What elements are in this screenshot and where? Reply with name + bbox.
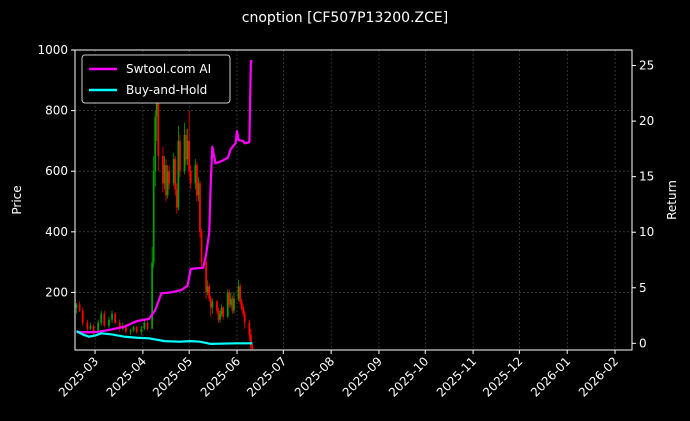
candle-body — [233, 298, 235, 311]
candle-body — [240, 301, 243, 308]
candle-body — [100, 313, 103, 323]
candle-body — [132, 327, 135, 331]
candle-body — [175, 189, 178, 208]
candle-body — [205, 262, 208, 293]
candle-body — [186, 140, 189, 160]
series-line-strategy — [76, 60, 253, 334]
y-tick-label-left: 1000 — [37, 43, 68, 57]
candle-body — [125, 325, 127, 332]
candle-body — [209, 298, 212, 308]
candle-body — [222, 307, 225, 317]
legend-box — [81, 54, 231, 104]
candle-body — [199, 183, 201, 232]
candle-body — [208, 286, 211, 299]
candle-body — [200, 231, 203, 263]
candle-body — [118, 322, 121, 329]
candle-body — [152, 171, 155, 263]
candle-body — [135, 327, 138, 332]
legend: Swtool.com AI Buy-and-Hold — [81, 54, 231, 104]
candle-body — [239, 286, 241, 302]
candle-body — [183, 134, 186, 172]
candle-body — [206, 286, 209, 293]
legend-label-benchmark: Buy-and-Hold — [126, 83, 207, 97]
candle-body — [129, 330, 132, 332]
candle-body — [185, 134, 187, 160]
candle-body — [108, 319, 110, 326]
candle-body — [195, 165, 198, 196]
candle-body — [179, 140, 181, 172]
y-tick-label-right: 0 — [639, 336, 647, 350]
candle-body — [226, 292, 229, 317]
y-axis-label-left: Price — [10, 185, 24, 214]
candle-body — [163, 165, 166, 184]
y-tick-label-right: 20 — [639, 114, 654, 128]
candle-body — [237, 286, 240, 299]
candle-body — [228, 292, 231, 305]
candle-body — [242, 307, 245, 314]
candle-body — [216, 301, 218, 311]
candle-body — [229, 298, 232, 305]
series-line-benchmark — [76, 330, 253, 345]
candle-body — [114, 313, 117, 323]
candle-body — [220, 307, 223, 314]
y-tick-label-left: 200 — [45, 285, 68, 299]
candle-body — [165, 165, 167, 196]
chart-title: cnoption [CF507P13200.ZCE] — [242, 10, 448, 26]
candle-body — [89, 325, 92, 329]
candle-body — [231, 298, 234, 311]
candle-body — [155, 95, 158, 117]
candle-body — [188, 140, 191, 172]
candle-body — [111, 313, 113, 320]
candle-body — [249, 334, 252, 347]
y-tick-label-right: 15 — [639, 170, 654, 184]
legend-label-strategy: Swtool.com AI — [126, 62, 211, 76]
candle-body — [151, 262, 154, 329]
candle-body — [166, 171, 169, 196]
y-axis-label-right: Return — [665, 180, 679, 220]
y-tick-label-right: 10 — [639, 225, 654, 239]
candle-body — [162, 156, 164, 184]
y-tick-label-right: 5 — [639, 281, 647, 295]
candle-body — [189, 171, 192, 184]
candle-body — [81, 310, 84, 323]
candle-body — [157, 95, 160, 157]
candle-body — [140, 328, 143, 332]
candle-body — [248, 322, 251, 335]
candle-body — [143, 322, 146, 329]
candle-body — [172, 159, 175, 184]
candle-body — [197, 183, 200, 196]
candle-body — [86, 322, 89, 329]
plot-frame — [74, 49, 633, 351]
candle-body — [168, 171, 171, 184]
y-tick-label-left: 600 — [45, 164, 68, 178]
series-layer — [76, 60, 253, 345]
candle-body — [75, 304, 78, 308]
candle-body — [177, 140, 180, 208]
candle-body — [174, 159, 177, 190]
candle-body — [78, 304, 81, 311]
y-tick-label-right: 25 — [639, 59, 654, 73]
candle-body — [219, 313, 221, 320]
candle-body — [217, 310, 220, 320]
candle-body — [92, 325, 95, 332]
candle-body — [97, 322, 100, 332]
candle-body — [194, 165, 197, 184]
candle-body — [251, 346, 254, 349]
y-tick-label-left: 800 — [45, 104, 68, 118]
candle-body — [103, 313, 106, 326]
y-tick-label-left: 400 — [45, 225, 68, 239]
candle-body — [154, 116, 157, 172]
candle-body — [243, 313, 246, 323]
candle-body — [211, 301, 214, 308]
candle-body — [146, 322, 149, 329]
